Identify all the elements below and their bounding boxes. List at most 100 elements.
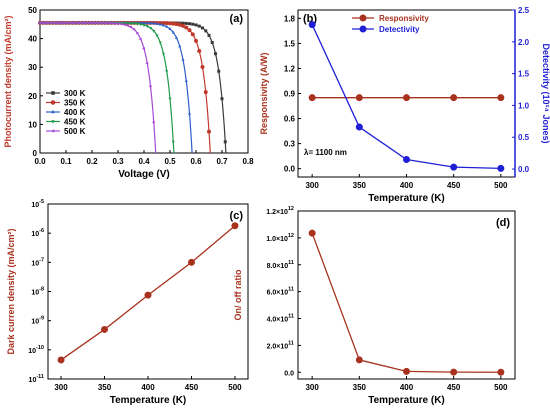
legend-label: 300 K xyxy=(64,89,86,98)
data-point xyxy=(197,24,201,28)
legend-marker xyxy=(51,120,55,124)
data-point xyxy=(145,61,149,65)
data-point xyxy=(83,21,87,25)
x-tick-label: 450 xyxy=(447,383,461,392)
x-tick-label: 300 xyxy=(305,181,319,190)
data-point xyxy=(149,21,152,25)
y-tick-label: 10-11 xyxy=(29,374,44,384)
data-point xyxy=(223,140,227,144)
data-point xyxy=(151,120,155,124)
legend-label: Responsivity xyxy=(379,14,429,23)
x-axis-title: Voltage (V) xyxy=(118,169,169,180)
y-axis-title: Dark curren density (mA/cm²) xyxy=(6,228,16,354)
data-point xyxy=(125,24,129,28)
x-tick-label: 0.5 xyxy=(164,157,176,166)
y-tick-label-left: 0.6 xyxy=(284,115,296,124)
annotation: λ= 1100 nm xyxy=(304,148,347,157)
data-point xyxy=(308,229,316,237)
data-point xyxy=(155,34,159,38)
data-point xyxy=(112,21,116,25)
x-tick-label: 0.7 xyxy=(216,157,228,166)
x-tick-label: 0.4 xyxy=(138,157,150,166)
y-tick-label: 10-7 xyxy=(31,257,44,267)
x-tick-label: 0.8 xyxy=(242,157,254,166)
tick-mantissa: 6.0×10 xyxy=(267,290,289,297)
data-point xyxy=(403,156,410,164)
y-tick-label: 4.0×1011 xyxy=(267,314,294,324)
data-point xyxy=(190,32,195,37)
x-tick-label: 400 xyxy=(141,383,155,392)
tick-base: 10 xyxy=(29,377,37,384)
data-point xyxy=(191,22,195,26)
data-point xyxy=(145,25,149,29)
data-point xyxy=(38,21,41,25)
data-point xyxy=(177,22,182,27)
y-tick-label: 10-10 xyxy=(28,345,44,355)
tick-base: 10 xyxy=(28,348,36,355)
data-point xyxy=(164,21,169,26)
tick-mantissa: 4.0×10 xyxy=(267,317,289,324)
data-point xyxy=(210,41,214,45)
x-tick-label: 0.2 xyxy=(86,157,98,166)
data-point xyxy=(129,22,133,26)
data-point xyxy=(165,24,169,28)
tick-exponent: -8 xyxy=(39,287,44,293)
data-point xyxy=(126,22,130,26)
data-point xyxy=(139,23,143,27)
data-point xyxy=(184,21,188,25)
x-tick-label: 0.3 xyxy=(112,157,124,166)
x-tick-label: 300 xyxy=(305,383,319,392)
data-point xyxy=(450,163,458,171)
data-point xyxy=(171,30,175,34)
data-point xyxy=(135,31,139,35)
y-tick-label: 8.0×1011 xyxy=(267,260,294,270)
tick-mantissa: 2.0×10 xyxy=(267,343,289,350)
data-point xyxy=(96,21,100,25)
y-tick-label-right: 2.5 xyxy=(518,6,530,15)
panel-c-frame xyxy=(47,203,249,380)
legend-label: 500 K xyxy=(64,127,86,136)
x-tick-label: 450 xyxy=(447,181,461,190)
y-tick-label: 1.0×1012 xyxy=(266,233,294,243)
tick-exponent: 12 xyxy=(288,206,294,212)
data-point xyxy=(403,94,410,102)
data-point xyxy=(178,44,182,48)
data-point xyxy=(355,356,363,364)
tick-base: 10 xyxy=(31,319,39,326)
data-point xyxy=(168,26,172,30)
data-point xyxy=(171,21,176,26)
tick-base: 10 xyxy=(31,202,39,209)
panel-label: (c) xyxy=(230,210,244,222)
y-tick-label: 10-9 xyxy=(31,316,44,326)
series-responsivity xyxy=(308,94,505,102)
data-point xyxy=(54,21,58,25)
data-point xyxy=(73,21,77,25)
data-point xyxy=(149,26,152,30)
tick-exponent: 11 xyxy=(288,340,294,346)
data-point xyxy=(44,21,48,25)
data-point xyxy=(57,356,65,364)
legend-marker xyxy=(50,129,55,133)
y-tick-label-right: 0.0 xyxy=(518,165,530,174)
data-point xyxy=(162,52,165,56)
data-point xyxy=(497,164,505,172)
x-axis-title: Temperature (K) xyxy=(110,395,187,406)
y-tick-label: 10 xyxy=(28,120,37,129)
y-axis-title-right: Detectivity (10¹⁴ Jones) xyxy=(541,44,550,144)
tick-mantissa: 1.0×10 xyxy=(266,236,288,243)
legend-marker xyxy=(51,91,55,95)
data-point xyxy=(181,23,185,28)
panel-b: 300 350 400 450 500 0.0 0.3 0.6 0.9 1.2 1.5 1.8 0.0 0… xyxy=(259,6,550,204)
x-tick-label: 350 xyxy=(353,383,367,392)
y-tick-label-left: 1.5 xyxy=(284,39,296,48)
data-point xyxy=(168,21,172,26)
x-tick-label: 450 xyxy=(185,383,199,392)
legend-label: 450 K xyxy=(64,118,86,127)
data-point xyxy=(47,21,51,25)
x-tick-label: 500 xyxy=(228,383,242,392)
legend-marker xyxy=(359,14,367,22)
y-tick-label: 30 xyxy=(28,63,37,72)
data-point xyxy=(158,22,162,26)
y-tick-label: 2.0×1011 xyxy=(267,340,294,350)
